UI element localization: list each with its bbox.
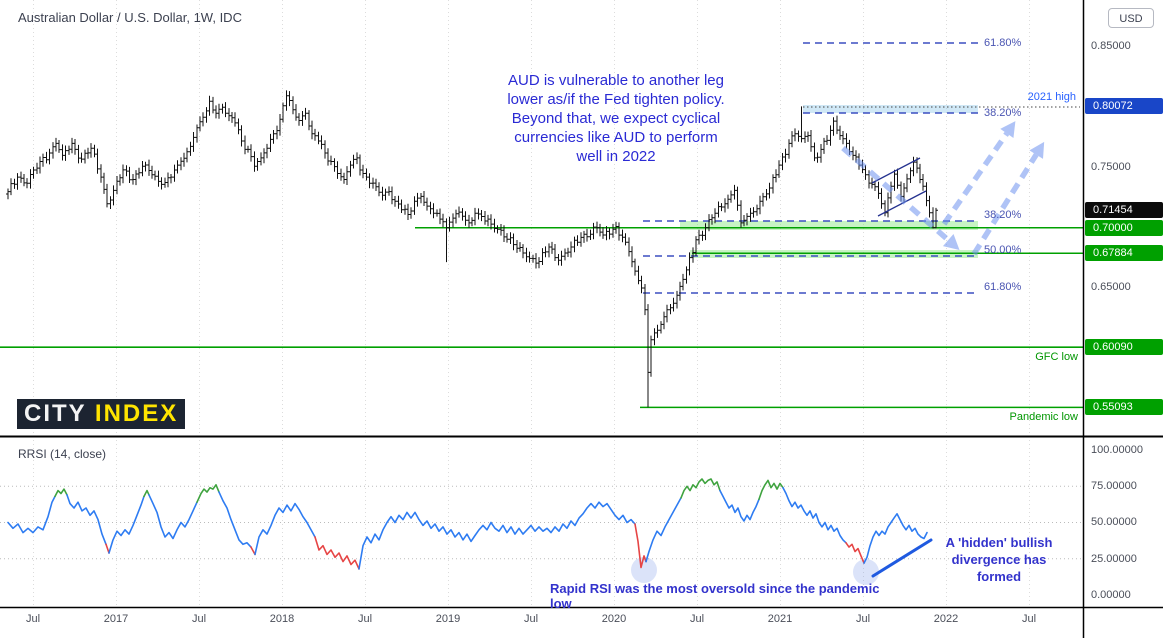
city-index-logo: CITY INDEX (17, 399, 186, 429)
indicator-label: RRSI (14, close) (18, 447, 107, 461)
divergence-note: A 'hidden' bullish divergence has formed (928, 534, 1070, 585)
time-tick: 2020 (601, 613, 627, 625)
pattern-annotation-layer (841, 121, 1045, 256)
price-badge-070: 0.70000 (1085, 220, 1163, 236)
analyst-note-line: lower as/if the Fed tighten policy. (507, 91, 725, 108)
analyst-note: AUD is vulnerable to another leg lower a… (480, 71, 752, 166)
rsi-oversold-note: Rapid RSI was the most oversold since th… (550, 581, 880, 611)
price-badge-067884: 0.67884 (1085, 245, 1163, 261)
time-tick: 2019 (435, 613, 461, 625)
fib-lower-618-label: 61.80% (984, 281, 1022, 293)
time-tick: Jul (523, 613, 539, 625)
price-tick: 0.65000 (1091, 281, 1131, 293)
time-tick: 2018 (269, 613, 295, 625)
gfc-low-label: GFC low (1035, 351, 1078, 363)
time-tick: 2017 (103, 613, 129, 625)
fib-upper-618-label: 61.80% (984, 37, 1022, 49)
rsi-tick: 50.00000 (1091, 516, 1137, 528)
time-tick: Jul (855, 613, 871, 625)
price-tick: 0.85000 (1091, 40, 1131, 52)
rsi-tick: 25.00000 (1091, 553, 1137, 565)
rsi-tick: 0.00000 (1091, 589, 1131, 601)
divergence-note-line: A 'hidden' bullish (945, 535, 1053, 550)
time-tick: Jul (689, 613, 705, 625)
price-bars-layer (6, 90, 938, 408)
price-badge-pandemic-low: 0.55093 (1085, 399, 1163, 415)
divergence-note-line: divergence has formed (951, 552, 1047, 584)
fib-lower-382-label: 38.20% (984, 209, 1022, 221)
time-tick: Jul (357, 613, 373, 625)
time-tick: Jul (191, 613, 207, 625)
analyst-note-line: AUD is vulnerable to another leg (508, 72, 724, 89)
2021-high-label: 2021 high (1027, 91, 1076, 103)
price-badge-2021-high: 0.80072 (1085, 98, 1163, 114)
rsi-tick: 100.00000 (1091, 444, 1143, 456)
time-tick: Jul (25, 613, 41, 625)
price-badge-gfc-low: 0.60090 (1085, 339, 1163, 355)
logo-city: CITY (24, 400, 87, 427)
symbol-title: Australian Dollar / U.S. Dollar, 1W, IDC (18, 10, 242, 25)
levels-layer (0, 226, 1083, 409)
analyst-note-line: currencies like AUD to perform (514, 129, 718, 146)
fib-upper-382-label: 38.20% (984, 107, 1022, 119)
time-tick: Jul (1021, 613, 1037, 625)
time-tick: 2021 (767, 613, 793, 625)
price-badge-current-price: 0.71454 (1085, 202, 1163, 218)
logo-index: INDEX (94, 400, 179, 427)
analyst-note-line: well in 2022 (576, 148, 656, 165)
currency-button[interactable]: USD (1108, 8, 1154, 28)
analyst-note-line: Beyond that, we expect cyclical (511, 110, 721, 127)
rsi-tick: 75.00000 (1091, 480, 1137, 492)
pandemic-low-label: Pandemic low (1009, 411, 1078, 423)
fib-lower-500-label: 50.00% (984, 244, 1022, 256)
time-tick: 2022 (933, 613, 959, 625)
price-tick: 0.75000 (1091, 161, 1131, 173)
rsi-layer (7, 478, 933, 585)
